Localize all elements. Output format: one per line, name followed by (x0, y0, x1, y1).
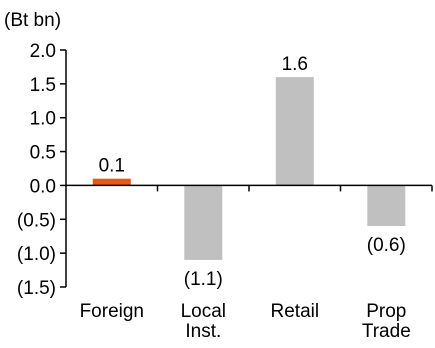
y-tick-label-0: 2.0 (30, 41, 56, 62)
y-tick-label-4: 0.0 (30, 176, 56, 197)
category-label-1-line-0: Local (181, 301, 226, 322)
bar-2 (275, 77, 314, 186)
category-label-3-line-1: Trade (362, 321, 411, 342)
bar-3 (367, 185, 406, 226)
plot-area: 2.0 1.5 1.0 0.5 0.0 (0.5) (1.0) (1.5) 0.1 (1.1) 1.… (17, 41, 433, 342)
y-tick-label-2: 1.0 (30, 109, 56, 130)
y-tick-label-3: 0.5 (30, 143, 56, 164)
data-label-1: (1.1) (184, 269, 223, 290)
data-label-3: (0.6) (367, 235, 406, 256)
category-label-0-line-0: Foreign (80, 301, 144, 322)
category-label-3-line-0: Prop (366, 301, 406, 322)
category-label-2-line-0: Retail (271, 301, 320, 322)
y-tick-label-1: 1.5 (30, 75, 56, 96)
bar-0 (92, 178, 131, 186)
y-tick-label-5: (0.5) (17, 210, 56, 231)
y-tick-label-6: (1.0) (17, 244, 56, 265)
y-unit-label: (Bt bn) (4, 10, 61, 31)
y-tick-label-7: (1.5) (17, 278, 56, 299)
data-label-0: 0.1 (99, 156, 125, 177)
data-label-2: 1.6 (282, 54, 308, 75)
category-label-1-line-1: Inst. (185, 321, 221, 342)
bar-1 (184, 185, 223, 260)
